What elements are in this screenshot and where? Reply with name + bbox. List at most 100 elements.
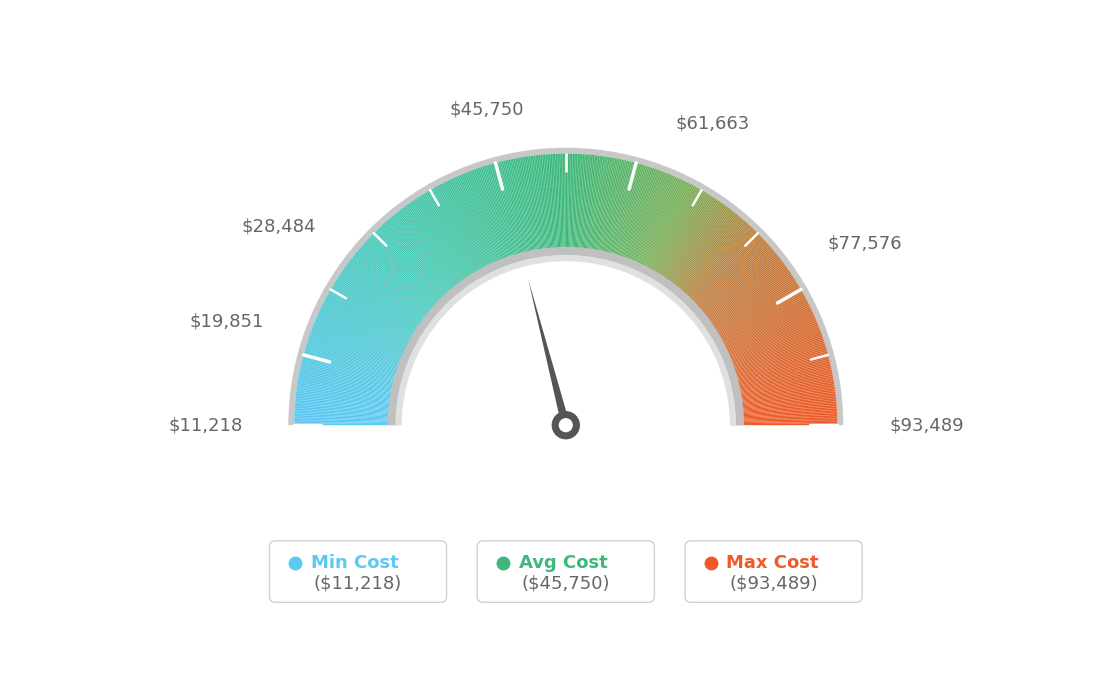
- Wedge shape: [730, 391, 836, 406]
- Wedge shape: [726, 361, 830, 387]
- Wedge shape: [584, 155, 598, 261]
- Wedge shape: [662, 204, 725, 291]
- Wedge shape: [730, 396, 836, 408]
- Polygon shape: [528, 279, 570, 439]
- Wedge shape: [627, 173, 669, 273]
- Wedge shape: [725, 351, 828, 381]
- Wedge shape: [625, 172, 665, 271]
- Wedge shape: [575, 154, 583, 260]
- Wedge shape: [707, 284, 798, 340]
- Wedge shape: [416, 198, 476, 287]
- Wedge shape: [341, 271, 429, 333]
- Wedge shape: [641, 184, 692, 279]
- Wedge shape: [583, 155, 595, 261]
- Wedge shape: [447, 180, 495, 277]
- Wedge shape: [434, 187, 486, 281]
- Wedge shape: [340, 273, 429, 333]
- Wedge shape: [582, 155, 593, 261]
- Wedge shape: [718, 319, 816, 362]
- Wedge shape: [295, 400, 401, 411]
- Wedge shape: [728, 368, 831, 391]
- Wedge shape: [518, 157, 538, 262]
- Wedge shape: [427, 190, 482, 283]
- Wedge shape: [670, 215, 739, 298]
- Wedge shape: [607, 162, 635, 266]
- Wedge shape: [378, 228, 452, 306]
- Wedge shape: [701, 268, 788, 331]
- Wedge shape: [720, 328, 820, 367]
- Wedge shape: [305, 349, 407, 380]
- Wedge shape: [350, 259, 435, 325]
- Wedge shape: [618, 168, 652, 268]
- Wedge shape: [581, 155, 592, 261]
- Wedge shape: [723, 344, 826, 377]
- Wedge shape: [507, 160, 531, 264]
- Wedge shape: [569, 154, 573, 260]
- Wedge shape: [731, 402, 837, 412]
- Wedge shape: [463, 173, 505, 273]
- Wedge shape: [311, 328, 412, 367]
- Wedge shape: [448, 179, 496, 276]
- Wedge shape: [535, 155, 549, 261]
- Wedge shape: [713, 302, 808, 351]
- Wedge shape: [346, 266, 432, 329]
- Wedge shape: [300, 368, 404, 391]
- Wedge shape: [586, 156, 602, 262]
- Wedge shape: [728, 371, 832, 393]
- Wedge shape: [682, 233, 760, 309]
- Wedge shape: [709, 288, 802, 343]
- Wedge shape: [355, 252, 438, 321]
- Wedge shape: [730, 395, 836, 408]
- Wedge shape: [701, 270, 789, 331]
- Wedge shape: [718, 317, 816, 360]
- Wedge shape: [438, 185, 489, 279]
- Wedge shape: [300, 366, 404, 390]
- Wedge shape: [606, 161, 634, 265]
- Wedge shape: [731, 415, 837, 420]
- Wedge shape: [299, 373, 404, 394]
- Wedge shape: [295, 411, 401, 418]
- Text: Max Cost: Max Cost: [726, 554, 819, 572]
- Wedge shape: [604, 161, 630, 264]
- Wedge shape: [712, 300, 808, 350]
- Text: ($11,218): ($11,218): [314, 574, 402, 592]
- Wedge shape: [566, 154, 570, 260]
- Wedge shape: [328, 293, 422, 346]
- Wedge shape: [661, 204, 724, 291]
- Wedge shape: [669, 213, 736, 297]
- Wedge shape: [295, 410, 401, 417]
- Wedge shape: [678, 226, 752, 305]
- Wedge shape: [675, 220, 745, 302]
- Wedge shape: [712, 297, 806, 348]
- Wedge shape: [693, 252, 776, 321]
- Wedge shape: [321, 306, 417, 354]
- Wedge shape: [365, 241, 445, 313]
- Wedge shape: [633, 177, 677, 275]
- Wedge shape: [295, 418, 401, 422]
- Wedge shape: [452, 178, 497, 275]
- Wedge shape: [603, 161, 628, 264]
- Wedge shape: [572, 154, 577, 260]
- Wedge shape: [352, 256, 436, 323]
- Wedge shape: [368, 238, 446, 312]
- Wedge shape: [611, 164, 641, 266]
- Wedge shape: [407, 204, 470, 291]
- Wedge shape: [712, 299, 807, 349]
- Wedge shape: [689, 243, 768, 315]
- Wedge shape: [312, 327, 412, 366]
- Wedge shape: [715, 308, 811, 355]
- Wedge shape: [617, 167, 651, 268]
- Wedge shape: [559, 154, 563, 260]
- Wedge shape: [307, 342, 408, 375]
- Text: $45,750: $45,750: [449, 100, 524, 119]
- Wedge shape: [728, 366, 831, 390]
- Wedge shape: [295, 422, 401, 424]
- Wedge shape: [533, 155, 548, 261]
- Wedge shape: [567, 154, 571, 260]
- Wedge shape: [683, 235, 761, 310]
- Wedge shape: [729, 383, 835, 400]
- Wedge shape: [715, 310, 813, 356]
- Wedge shape: [539, 155, 550, 261]
- Wedge shape: [467, 172, 507, 271]
- Wedge shape: [692, 250, 774, 319]
